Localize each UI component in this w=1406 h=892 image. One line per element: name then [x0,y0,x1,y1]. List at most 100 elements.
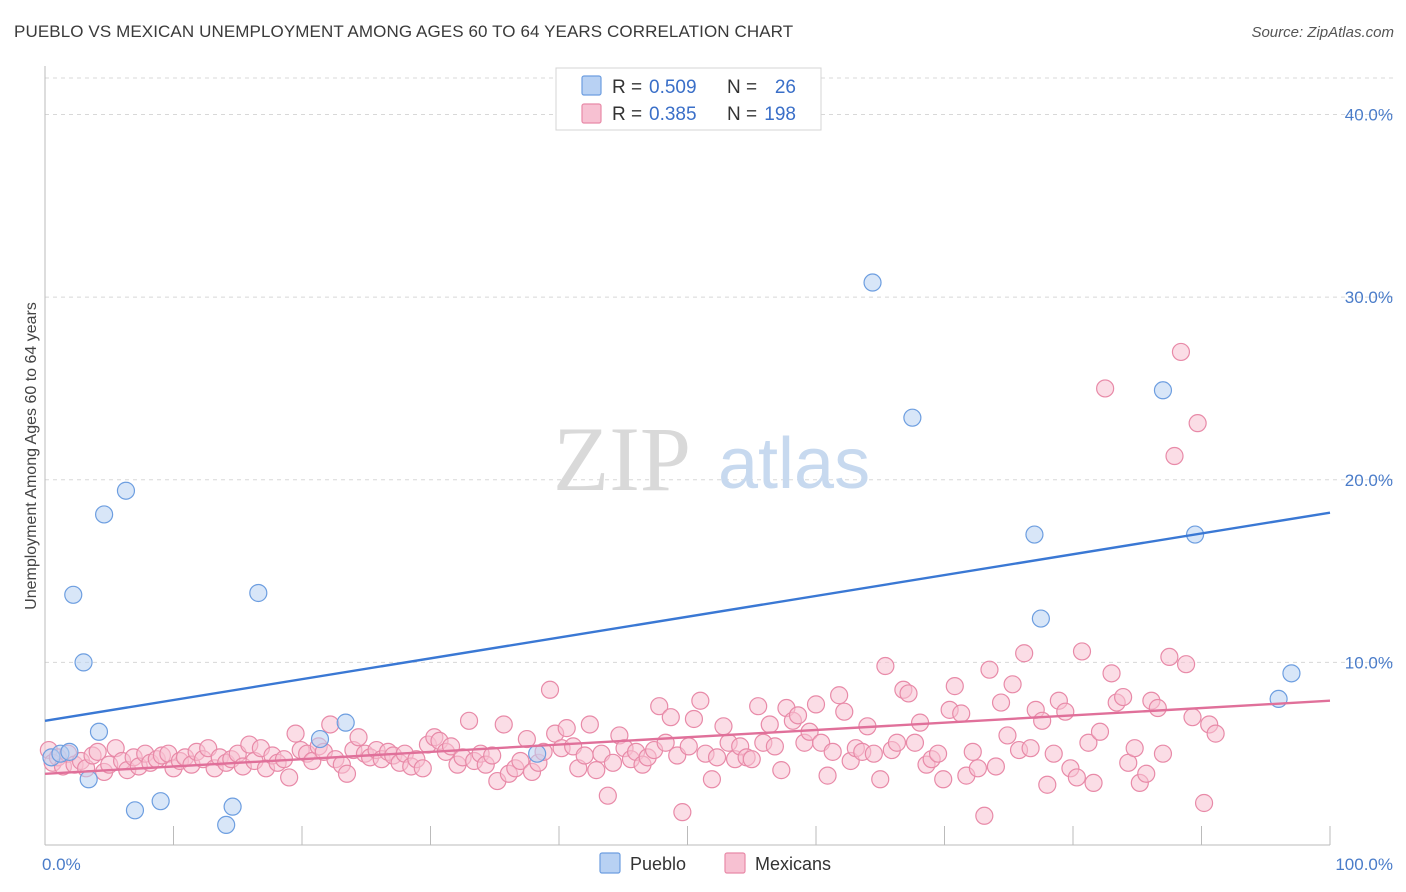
pueblo-point-13 [249,583,268,603]
mexicans-point-160 [963,742,982,761]
mexicans-point-179 [1072,642,1092,661]
mexicans-point-126 [765,737,784,756]
mexicans-point-173 [1038,775,1057,794]
mexicans-point-150 [905,733,925,752]
mexicans-point-90 [557,719,576,738]
mexicans-point-198 [1183,708,1202,727]
mexicans-point-169 [1015,644,1034,663]
pueblo-point-17 [863,273,882,292]
pueblo-point-24 [1282,664,1301,683]
x-tick-label-max: 100.0% [1335,855,1393,874]
mexicans-point-65 [413,759,432,778]
mexicans-point-95 [587,761,606,780]
mexicans-point-164 [986,757,1006,776]
mexicans-point-43 [286,724,305,743]
mexicans-point-163 [980,660,999,679]
mexicans-point-94 [580,715,599,734]
mexicans-point-186 [1114,687,1133,707]
correlation-legend: R = 0.509 N = 26 R = 0.385 N = 198 [555,67,822,131]
mexicans-point-87 [540,680,560,699]
mexicans-point-182 [1090,722,1110,741]
legend-r-value-pueblo: 0.509 [649,77,697,98]
mexicans-point-144 [871,770,890,789]
mexicans-point-123 [749,697,768,716]
pueblo-point-6 [89,722,109,741]
y-tick-label-0: 10.0% [1345,653,1393,672]
pueblo-point-7 [95,505,114,524]
mexicans-point-54 [349,728,368,747]
watermark-zip: ZIP [553,408,691,510]
pueblo-point-11 [217,815,236,835]
mexicans-point-115 [702,770,722,789]
mexicans-point-200 [1194,793,1214,813]
mexicans-point-197 [1176,655,1196,674]
mexicans-point-49 [321,715,340,734]
watermark-atlas: atlas [718,424,870,504]
pueblo-point-15 [336,713,355,732]
mexicans-point-192 [1148,698,1167,718]
mexicans-point-167 [1003,675,1022,694]
mexicans-point-111 [679,737,698,756]
mexicans-point-108 [661,708,680,727]
source-label: Source: ZipAtlas.com [1251,24,1394,41]
mexicans-trend-line [44,699,1331,775]
chart-title: PUEBLO VS MEXICAN UNEMPLOYMENT AMONG AGE… [14,22,794,41]
mexicans-point-113 [691,691,710,710]
pueblo-point-12 [223,797,242,816]
mexicans-point-162 [975,806,994,825]
mexicans-point-137 [830,686,849,705]
pueblo-point-4 [74,653,93,672]
mexicans-point-93 [575,746,594,765]
mexicans-point-202 [1206,724,1225,743]
mexicans-point-110 [673,803,692,822]
mexicans-point-136 [823,742,842,761]
y-tick-label-2: 30.0% [1345,288,1393,307]
mexicans-point-147 [887,733,907,752]
mexicans-point-194 [1160,647,1179,667]
mexicans-point-127 [772,761,791,780]
grid-lines [45,77,1395,663]
y-axis-label: Unemployment Among Ages 60 to 64 years [23,302,40,610]
legend-n-value-pueblo: 26 [775,77,796,98]
mexicans-point-176 [1056,702,1075,721]
mexicans-point-138 [835,702,854,721]
mexicans-point-180 [1079,733,1098,752]
mexicans-point-117 [714,717,733,736]
mexicans-point-196 [1171,342,1191,362]
mexicans-point-116 [707,748,727,767]
mexicans-point-166 [998,726,1017,745]
mexicans-point-184 [1102,664,1121,683]
mexicans-point-52 [337,764,357,783]
mexicans-point-149 [899,684,918,703]
legend-r-value-mexicans: 0.385 [649,104,697,125]
mexicans-point-82 [511,751,530,771]
mexicans-point-97 [598,786,617,805]
mexicans-point-170 [1021,739,1040,758]
mexicans-point-193 [1153,744,1173,763]
pueblo-trend-line [44,511,1331,723]
bottom-legend-swatch-pueblo [599,852,621,874]
pueblo-point-8 [116,481,136,500]
mexicans-point-155 [934,770,953,789]
mexicans-point-135 [818,766,837,785]
pueblo-points [42,273,1301,835]
mexicans-point-79 [494,715,513,734]
mexicans-point-154 [928,744,948,763]
mexicans-point-157 [945,677,964,696]
mexicans-point-106 [650,697,669,716]
mexicans-point-98 [603,753,623,772]
legend-n-value-mexicans: 198 [764,104,796,125]
mexicans-point-133 [806,695,826,714]
mexicans-point-183 [1096,379,1115,398]
bottom-legend-swatch-mexicans [724,852,746,874]
mexicans-point-112 [684,709,704,729]
mexicans-point-174 [1044,744,1063,763]
y-tick-label-3: 40.0% [1345,106,1393,125]
mexicans-point-188 [1125,739,1144,758]
pueblo-point-3 [64,585,83,604]
mexicans-point-9 [88,742,107,761]
mexicans-point-165 [991,693,1011,712]
pueblo-point-14 [310,729,330,749]
legend-r-label-pueblo: R = [612,77,642,98]
